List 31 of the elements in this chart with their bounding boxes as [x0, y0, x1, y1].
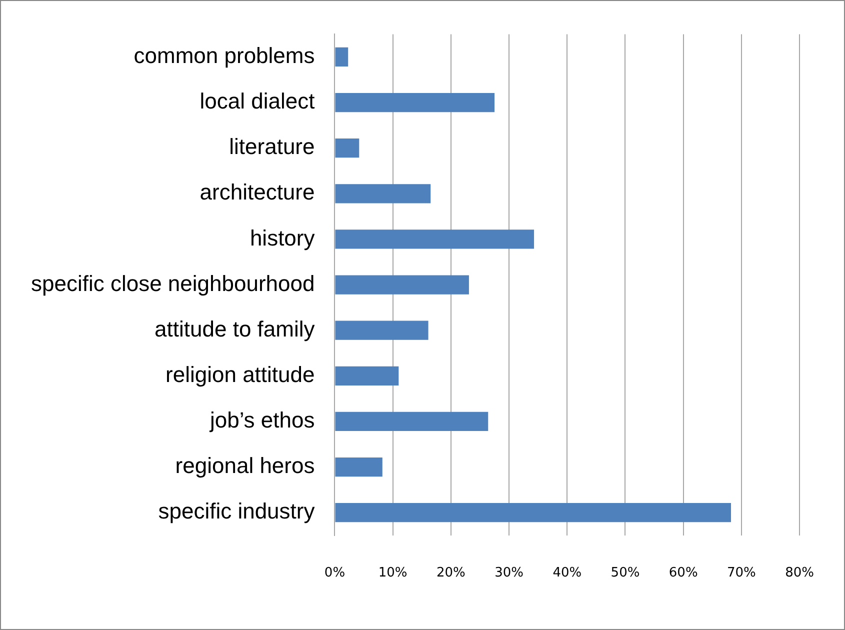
x-tick-label: 60%	[668, 566, 698, 581]
bar	[335, 184, 431, 204]
y-tick-label: specific close neighbourhood	[30, 270, 315, 296]
x-tick-label: 70%	[727, 566, 756, 581]
y-tick-label: common problems	[134, 43, 315, 68]
y-tick-label: literature	[229, 134, 315, 160]
bar	[335, 457, 382, 477]
bar	[335, 320, 428, 340]
x-tick-label: 10%	[378, 566, 408, 581]
bar	[335, 138, 360, 158]
y-tick-label: local dialect	[200, 88, 315, 114]
bar	[335, 275, 469, 294]
x-tick-label: 30%	[494, 566, 524, 581]
x-tick-label: 20%	[436, 566, 466, 581]
bar	[335, 92, 495, 112]
y-tick-label: religion attitude	[166, 362, 315, 387]
bar	[335, 366, 399, 386]
y-tick-label: architecture	[200, 180, 315, 205]
y-tick-label: specific industry	[158, 498, 315, 524]
x-tick-label: 80%	[785, 566, 814, 581]
y-tick-label: attitude to family	[154, 316, 315, 342]
bar	[335, 230, 534, 249]
bar	[335, 503, 731, 522]
y-tick-label: regional heros	[175, 453, 315, 478]
x-tick-label: 0%	[324, 566, 346, 581]
bar	[335, 47, 348, 67]
bar	[335, 412, 488, 432]
y-tick-label: job’s ethos	[208, 408, 315, 433]
y-tick-label: history	[250, 225, 315, 250]
x-tick-label: 40%	[552, 566, 582, 581]
x-tick-label: 50%	[610, 566, 640, 581]
